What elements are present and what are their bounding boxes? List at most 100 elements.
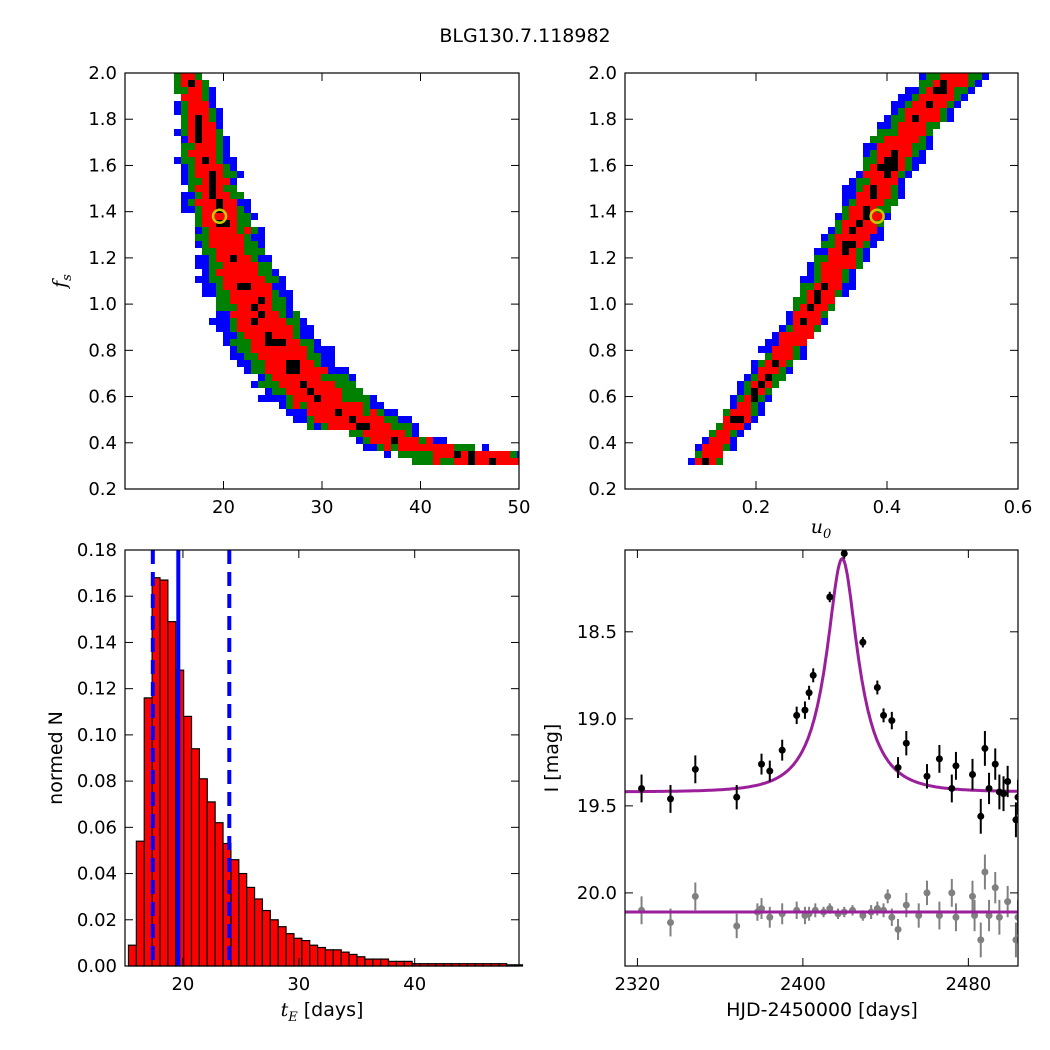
heatmap-cell: [230, 297, 237, 304]
heatmap-cell: [181, 80, 188, 87]
heatmap-cell: [947, 101, 954, 108]
heatmap-cell: [209, 192, 216, 199]
heatmap-cell: [230, 255, 237, 262]
x-tick-label: 40: [403, 974, 426, 995]
heatmap-cell: [891, 150, 898, 157]
heatmap-cell: [181, 122, 188, 129]
heatmap-cell: [279, 318, 286, 325]
heatmap-cell: [209, 157, 216, 164]
heatmap-cell: [181, 171, 188, 178]
residual-point: [981, 868, 989, 876]
heatmap-cell: [702, 458, 709, 465]
heatmap-cell: [174, 87, 181, 94]
heatmap-cell: [835, 227, 842, 234]
heatmap-cells: [688, 73, 989, 465]
heatmap-cell: [174, 101, 181, 108]
heatmap-cell: [216, 262, 223, 269]
heatmap-cell: [181, 129, 188, 136]
heatmap-cell: [933, 73, 940, 80]
heatmap-cell: [286, 290, 293, 297]
heatmap-cell: [230, 157, 237, 164]
heatmap-cell: [919, 115, 926, 122]
heatmap-cell: [919, 122, 926, 129]
y-tick-label: 0.16: [77, 586, 117, 607]
heatmap-cell: [209, 241, 216, 248]
heatmap-cell: [940, 87, 947, 94]
heatmap-cell: [328, 367, 335, 374]
heatmap-cell: [440, 451, 447, 458]
heatmap-cell: [279, 339, 286, 346]
residual-point: [923, 889, 931, 897]
heatmap-cell: [230, 311, 237, 318]
heatmap-cell: [293, 367, 300, 374]
heatmap-cell: [779, 353, 786, 360]
heatmap-cell: [426, 458, 433, 465]
heatmap-cell: [244, 220, 251, 227]
heatmap-cell: [216, 171, 223, 178]
heatmap-cell: [237, 234, 244, 241]
histogram-bar: [214, 822, 224, 967]
heatmap-cell: [314, 388, 321, 395]
heatmap-cell: [195, 241, 202, 248]
heatmap-cell: [202, 108, 209, 115]
heatmap-cell: [223, 185, 230, 192]
heatmap-cell: [216, 304, 223, 311]
heatmap-cell: [307, 353, 314, 360]
heatmap-cell: [174, 80, 181, 87]
heatmap-cell: [328, 388, 335, 395]
heatmap-cell: [202, 164, 209, 171]
heatmap-cell: [223, 157, 230, 164]
heatmap-cell: [730, 402, 737, 409]
heatmap-cell: [912, 143, 919, 150]
heatmap-cell: [919, 143, 926, 150]
heatmap-cell: [842, 283, 849, 290]
heatmap-cell: [195, 185, 202, 192]
heatmap-cell: [244, 353, 251, 360]
heatmap-cell: [898, 171, 905, 178]
heatmap-cell: [954, 73, 961, 80]
heatmap-cell: [251, 353, 258, 360]
heatmap-cell: [919, 136, 926, 143]
heatmap-cell: [202, 143, 209, 150]
heatmap-cell: [821, 255, 828, 262]
heatmap-cell: [265, 360, 272, 367]
heatmap-cell: [209, 164, 216, 171]
heatmap-cell: [849, 276, 856, 283]
heatmap-cell: [912, 164, 919, 171]
heatmap-cell: [202, 283, 209, 290]
heatmap-cell: [828, 255, 835, 262]
heatmap-cell: [181, 150, 188, 157]
heatmap-cell: [786, 367, 793, 374]
heatmap-cell: [863, 178, 870, 185]
heatmap-cell: [870, 192, 877, 199]
heatmap-cell: [244, 346, 251, 353]
heatmap-cell: [765, 346, 772, 353]
heatmap-cell: [321, 388, 328, 395]
heatmap-cell: [202, 115, 209, 122]
heatmap-cell: [188, 157, 195, 164]
heatmap-cell: [181, 136, 188, 143]
heatmap-cell: [737, 416, 744, 423]
heatmap-cell: [342, 423, 349, 430]
heatmap-cell: [786, 311, 793, 318]
heatmap-cell: [244, 269, 251, 276]
heatmap-cell: [223, 283, 230, 290]
heatmap-cell: [807, 290, 814, 297]
heatmap-cell: [209, 206, 216, 213]
heatmap-cell: [884, 164, 891, 171]
heatmap-cell: [258, 318, 265, 325]
heatmap-cell: [195, 164, 202, 171]
heatmap-cell: [300, 339, 307, 346]
heatmap-cell: [793, 311, 800, 318]
heatmap-cell: [188, 199, 195, 206]
y-tick-label: 0.8: [88, 340, 117, 361]
heatmap-cell: [202, 171, 209, 178]
heatmap-cell: [216, 164, 223, 171]
heatmap-cell: [286, 402, 293, 409]
heatmap-cell: [912, 150, 919, 157]
heatmap-cell: [807, 318, 814, 325]
heatmap-cell: [751, 395, 758, 402]
heatmap-cell: [912, 157, 919, 164]
heatmap-cell: [877, 122, 884, 129]
heatmap-cell: [237, 325, 244, 332]
